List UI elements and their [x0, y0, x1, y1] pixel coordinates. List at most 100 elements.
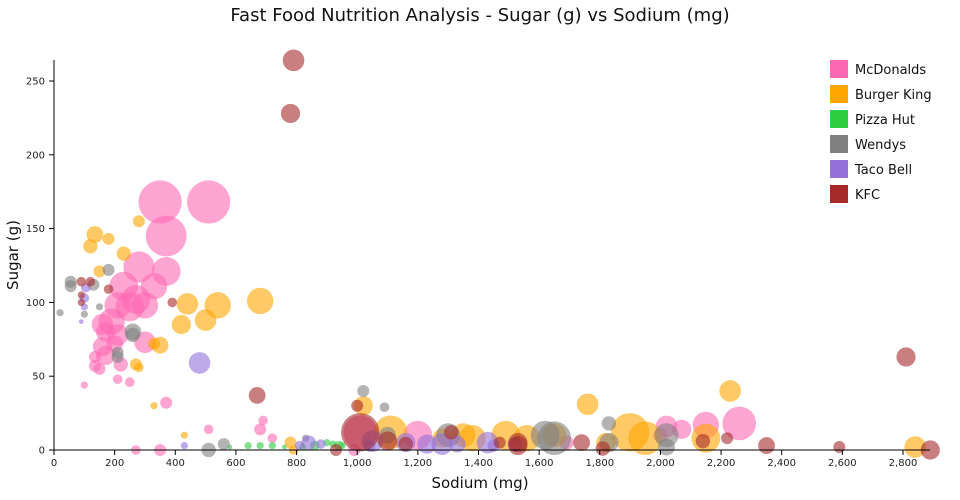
legend-item-kfc[interactable]: KFC	[830, 185, 880, 203]
legend-item-taco-bell[interactable]: Taco Bell	[830, 160, 912, 178]
bubble-kfc[interactable]	[833, 441, 846, 454]
bubble-burger-king[interactable]	[86, 226, 104, 243]
bubble-wendys[interactable]	[95, 303, 104, 311]
bubble-mcdonalds[interactable]	[267, 433, 278, 443]
bubble-kfc[interactable]	[573, 434, 590, 452]
bubble-pizza-hut[interactable]	[256, 441, 264, 450]
legend-label: KFC	[855, 188, 880, 203]
bubble-kfc[interactable]	[377, 431, 398, 451]
bubble-wendys[interactable]	[530, 420, 560, 450]
bubble-wendys[interactable]	[64, 280, 77, 293]
bubble-burger-king[interactable]	[904, 436, 926, 458]
bubble-wendys[interactable]	[217, 438, 230, 451]
bubble-kfc[interactable]	[77, 298, 85, 306]
x-tick-label: 1,200	[404, 458, 433, 469]
bubble-kfc[interactable]	[248, 386, 266, 404]
x-axis-ticks: 0 200 400 600 800 1,000 1,200 1,400 1,600 1,800 2,…	[51, 450, 917, 469]
bubble-kfc[interactable]	[85, 276, 96, 287]
x-tick-label: 600	[226, 458, 245, 469]
bubble-kfc[interactable]	[721, 432, 734, 445]
bubble-mcdonalds[interactable]	[722, 406, 757, 441]
bubble-mcdonalds[interactable]	[80, 381, 88, 389]
legend-item-wendys[interactable]: Wendys	[830, 135, 906, 153]
bubble-mcdonalds[interactable]	[115, 292, 145, 322]
bubble-wendys[interactable]	[102, 263, 115, 276]
bubble-kfc[interactable]	[77, 291, 85, 299]
bubble-mcdonalds[interactable]	[145, 215, 187, 257]
bubble-kfc[interactable]	[76, 276, 87, 287]
bubble-burger-king[interactable]	[246, 287, 274, 315]
bubble-mcdonalds[interactable]	[93, 362, 106, 375]
legend-label: Taco Bell	[854, 163, 912, 178]
bubble-burger-king[interactable]	[116, 246, 131, 261]
bubble-mcdonalds[interactable]	[95, 345, 116, 366]
bubble-wendys[interactable]	[357, 384, 370, 397]
x-tick-label: 1,800	[585, 458, 614, 469]
legend-item-pizza-hut[interactable]: Pizza Hut	[830, 110, 915, 128]
bubble-mcdonalds[interactable]	[258, 415, 269, 426]
bubble-burger-king[interactable]	[194, 309, 217, 331]
y-tick-label: 250	[26, 77, 45, 88]
bubble-wendys[interactable]	[379, 402, 390, 412]
bubble-kfc[interactable]	[896, 347, 916, 367]
bubble-wendys[interactable]	[80, 310, 88, 318]
bubble-kfc[interactable]	[920, 440, 940, 460]
bubble-wendys[interactable]	[56, 309, 64, 317]
bubble-burger-king[interactable]	[180, 431, 188, 439]
bubble-mcdonalds[interactable]	[112, 374, 123, 384]
bubble-burger-king[interactable]	[576, 393, 599, 416]
bubble-taco-bell[interactable]	[301, 435, 316, 450]
bubble-burger-king[interactable]	[150, 402, 158, 410]
bubble-burger-king[interactable]	[102, 232, 115, 245]
bubble-burger-king[interactable]	[628, 421, 663, 455]
bubble-kfc[interactable]	[398, 436, 413, 452]
bubble-burger-king[interactable]	[134, 362, 144, 373]
bubble-kfc[interactable]	[758, 437, 775, 454]
bubble-mcdonalds[interactable]	[187, 180, 231, 224]
legend-item-burger-king[interactable]: Burger King	[830, 85, 932, 103]
bubble-burger-king[interactable]	[171, 314, 191, 335]
bubble-mcdonalds[interactable]	[88, 351, 101, 364]
bubble-kfc[interactable]	[341, 413, 380, 452]
bubble-burger-king[interactable]	[719, 380, 741, 402]
bubble-kfc[interactable]	[508, 435, 528, 456]
bubble-kfc[interactable]	[493, 436, 506, 449]
bubble-wendys[interactable]	[125, 327, 141, 343]
bubble-mcdonalds[interactable]	[138, 180, 182, 224]
bubble-kfc[interactable]	[695, 433, 711, 449]
bubble-taco-bell[interactable]	[316, 439, 326, 449]
bubble-taco-bell[interactable]	[448, 435, 466, 453]
bubble-taco-bell[interactable]	[417, 434, 437, 454]
bubble-mcdonalds[interactable]	[160, 396, 173, 409]
bubble-kfc[interactable]	[282, 49, 305, 72]
bubble-mcdonalds[interactable]	[203, 424, 214, 435]
bubble-burger-king[interactable]	[93, 265, 106, 278]
bubble-pizza-hut[interactable]	[282, 444, 287, 450]
bubble-mcdonalds[interactable]	[125, 377, 135, 387]
legend-swatch	[830, 60, 848, 78]
bubble-kfc[interactable]	[103, 284, 114, 294]
bubble-pizza-hut[interactable]	[268, 441, 276, 450]
bubble-wendys[interactable]	[601, 416, 617, 431]
bubble-burger-king[interactable]	[148, 337, 161, 350]
bubble-wendys[interactable]	[658, 438, 675, 456]
x-axis-label: Sodium (mg)	[431, 474, 528, 492]
bubble-taco-bell[interactable]	[188, 352, 211, 374]
bubble-burger-king[interactable]	[83, 239, 98, 254]
bubble-taco-bell[interactable]	[180, 441, 188, 450]
x-tick-label: 400	[166, 458, 185, 469]
bubble-kfc[interactable]	[351, 399, 364, 412]
bubble-burger-king[interactable]	[176, 293, 199, 315]
x-tick-label: 0	[51, 458, 57, 469]
bubble-kfc[interactable]	[444, 425, 459, 440]
bubble-pizza-hut[interactable]	[244, 441, 252, 450]
bubble-taco-bell[interactable]	[78, 319, 84, 324]
bubble-kfc[interactable]	[167, 297, 178, 308]
bubble-kfc[interactable]	[280, 103, 301, 124]
bubble-taco-bell[interactable]	[431, 433, 453, 455]
bubble-mcdonalds[interactable]	[254, 423, 267, 436]
legend-item-mcdonalds[interactable]: McDonalds	[830, 60, 926, 78]
bubble-burger-king[interactable]	[132, 215, 145, 228]
bubble-wendys[interactable]	[111, 351, 124, 364]
bubble-kfc[interactable]	[595, 441, 611, 456]
